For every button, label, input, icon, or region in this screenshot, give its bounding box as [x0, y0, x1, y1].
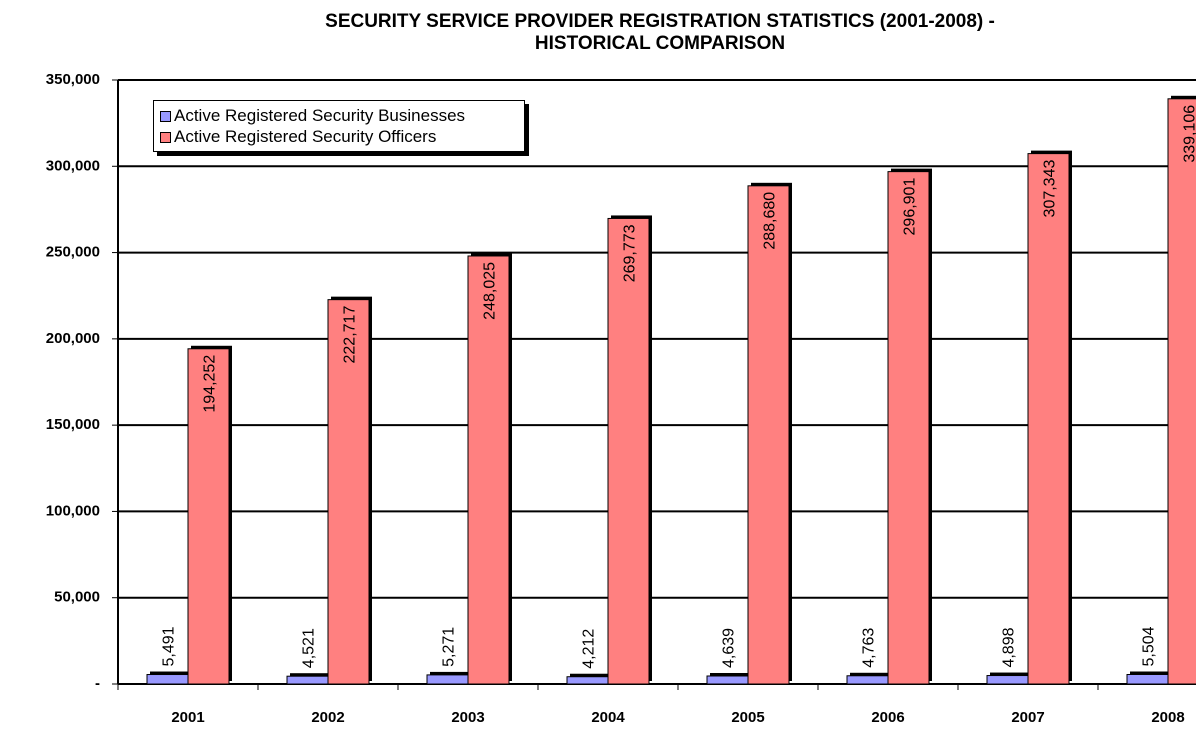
data-label: 269,773 — [622, 224, 639, 282]
bar — [566, 676, 609, 685]
data-label: 194,252 — [202, 355, 219, 413]
x-tick-label: 2002 — [311, 709, 344, 726]
chart-title: SECURITY SERVICE PROVIDER REGISTRATION S… — [325, 11, 995, 32]
bar — [146, 674, 189, 685]
x-tick-label: 2001 — [171, 709, 204, 726]
y-tick-label: 100,000 — [46, 502, 100, 519]
x-tick-label: 2008 — [1151, 709, 1184, 726]
legend-swatch — [160, 111, 171, 122]
data-label: 4,521 — [301, 628, 318, 668]
y-tick-label: 50,000 — [54, 589, 100, 606]
data-label: 222,717 — [342, 306, 359, 364]
y-tick-label: 150,000 — [46, 416, 100, 433]
bar — [467, 255, 510, 685]
data-label: 5,491 — [161, 626, 178, 666]
bar — [747, 185, 790, 685]
legend-swatch — [160, 132, 171, 143]
chart-title: HISTORICAL COMPARISON — [535, 33, 785, 54]
data-label: 5,271 — [441, 627, 458, 667]
data-label: 4,639 — [721, 628, 738, 668]
x-tick-label: 2007 — [1011, 709, 1044, 726]
bar — [607, 217, 650, 685]
legend: Active Registered Security Businesses Act… — [153, 100, 525, 152]
bar — [286, 675, 329, 685]
data-label: 339,106 — [1182, 105, 1196, 163]
data-label: 296,901 — [902, 178, 919, 236]
data-label: 4,212 — [581, 629, 598, 669]
x-tick-label: 2004 — [591, 709, 625, 726]
x-tick-label: 2006 — [871, 709, 904, 726]
x-tick-label: 2003 — [451, 709, 484, 726]
y-tick-label: 350,000 — [46, 71, 100, 88]
data-label: 5,504 — [1141, 626, 1158, 666]
bar — [327, 299, 370, 685]
bar — [1126, 674, 1169, 685]
legend-item: Active Registered Security Officers — [160, 126, 518, 147]
data-label: 248,025 — [482, 262, 499, 320]
bar — [986, 675, 1029, 685]
y-tick-label: 200,000 — [46, 330, 100, 347]
data-label: 4,898 — [1001, 627, 1018, 667]
bar — [1167, 98, 1196, 685]
x-tick-label: 2005 — [731, 709, 764, 726]
bar — [1027, 153, 1070, 685]
legend-label: Active Registered Security Officers — [174, 127, 437, 146]
bar — [846, 675, 889, 685]
legend-item: Active Registered Security Businesses — [160, 105, 518, 126]
bar — [706, 675, 749, 685]
legend-label: Active Registered Security Businesses — [174, 106, 466, 125]
bar — [887, 171, 930, 685]
y-tick-label: - — [95, 675, 100, 692]
data-label: 4,763 — [861, 628, 878, 668]
data-label: 307,343 — [1042, 160, 1059, 218]
y-tick-label: 250,000 — [46, 244, 100, 261]
bar — [187, 348, 230, 685]
data-label: 288,680 — [762, 192, 779, 250]
y-tick-label: 300,000 — [46, 157, 100, 174]
bar — [426, 674, 469, 685]
